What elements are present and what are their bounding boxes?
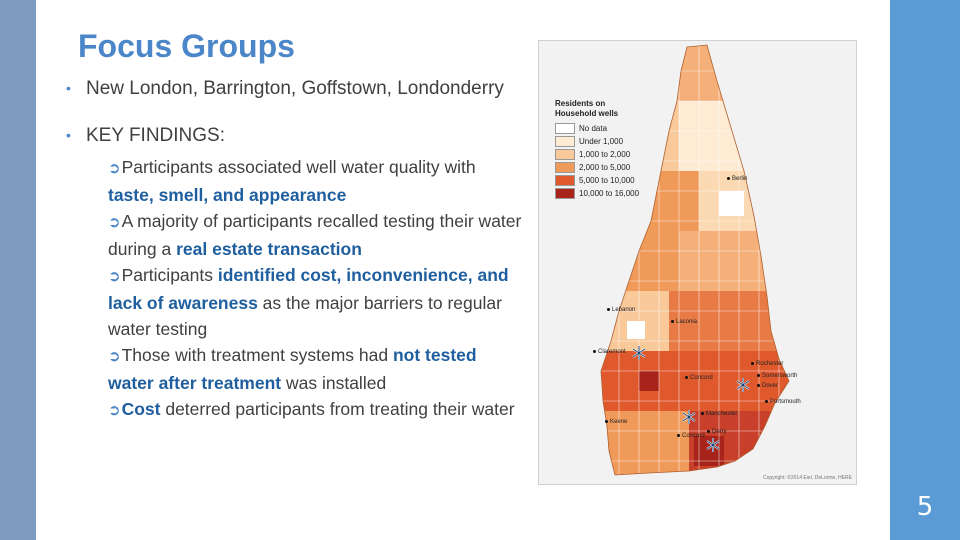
town-label: Derry <box>707 429 727 435</box>
legend-entry: 1,000 to 2,000 <box>555 148 639 161</box>
arrow-bullet-icon: ➲ <box>108 268 121 285</box>
finding-highlight: taste, smell, and appearance <box>108 185 347 205</box>
finding-text: Participants associated well water quali… <box>121 157 476 177</box>
legend-swatch <box>555 123 575 134</box>
town-label: Laconia <box>671 319 697 325</box>
town-label: Keene <box>605 419 627 425</box>
focus-group-marker-icon <box>682 410 696 424</box>
map-legend: Residents on Household wells No data Unde… <box>555 99 639 200</box>
finding-text: Participants <box>121 265 218 285</box>
town-label: Rochester <box>751 361 783 367</box>
map-credit: Copyright: ©2014 Esri, DeLorme, HERE <box>763 475 852 481</box>
town-label: Berlin <box>727 176 747 182</box>
legend-label: 2,000 to 5,000 <box>579 163 631 172</box>
finding-item: ➲A majority of participants recalled tes… <box>108 208 526 262</box>
arrow-bullet-icon: ➲ <box>108 348 121 365</box>
town-label: Claremont <box>593 349 626 355</box>
legend-swatch <box>555 188 575 199</box>
left-accent-bar <box>0 0 36 540</box>
arrow-bullet-icon: ➲ <box>108 402 121 419</box>
finding-item: ➲Those with treatment systems had not te… <box>108 342 526 396</box>
finding-item: ➲Participants identified cost, inconveni… <box>108 262 526 342</box>
legend-swatch <box>555 175 575 186</box>
town-label: Concord <box>685 375 713 381</box>
finding-highlight: real estate transaction <box>176 239 362 259</box>
finding-text: deterred participants from treating thei… <box>160 399 515 419</box>
finding-text: was installed <box>281 373 387 393</box>
legend-swatch <box>555 149 575 160</box>
town-label: Concord <box>677 433 705 439</box>
legend-entry: 10,000 to 16,000 <box>555 187 639 200</box>
legend-label: 1,000 to 2,000 <box>579 150 631 159</box>
legend-label: 10,000 to 16,000 <box>579 189 640 198</box>
map-graphic <box>600 44 790 476</box>
legend-swatch <box>555 162 575 173</box>
finding-item: ➲Cost deterred participants from treatin… <box>108 396 526 424</box>
right-accent-bar <box>890 0 960 540</box>
town-label: Dover <box>757 383 778 389</box>
finding-highlight: not tested water after treatment <box>108 345 477 393</box>
finding-highlight: identified cost, inconvenience, and lack… <box>108 265 509 313</box>
focus-group-marker-icon <box>736 378 750 392</box>
legend-swatch <box>555 136 575 147</box>
page-number: 5 <box>916 492 934 522</box>
towns-text: New London, Barrington, Goffstown, Londo… <box>86 78 504 99</box>
legend-entry: Under 1,000 <box>555 135 639 148</box>
arrow-bullet-icon: ➲ <box>108 160 121 177</box>
finding-highlight: Cost <box>121 399 161 419</box>
key-findings-text: KEY FINDINGS: <box>86 125 226 146</box>
legend-entry: No data <box>555 122 639 135</box>
bullet-list: • New London, Barrington, Goffstown, Lon… <box>66 74 526 424</box>
focus-group-marker-icon <box>706 438 720 452</box>
legend-entry: 2,000 to 5,000 <box>555 161 639 174</box>
legend-label: Under 1,000 <box>579 137 624 146</box>
bullet-key-findings: • KEY FINDINGS: <box>66 121 526 150</box>
legend-label: 5,000 to 10,000 <box>579 176 635 185</box>
bullet-dot-icon: • <box>66 127 71 143</box>
nh-well-map: Residents on Household wells No data Unde… <box>538 40 857 485</box>
slide-title: Focus Groups <box>78 28 295 64</box>
arrow-bullet-icon: ➲ <box>108 214 121 231</box>
finding-item: ➲Participants associated well water qual… <box>108 154 526 208</box>
legend-entry: 5,000 to 10,000 <box>555 174 639 187</box>
legend-label: No data <box>579 124 608 133</box>
town-label: Portsmouth <box>765 399 801 405</box>
finding-text: as the major barriers to regular water t… <box>108 293 502 339</box>
legend-title: Residents on Household wells <box>555 99 619 118</box>
bullet-towns: • New London, Barrington, Goffstown, Lon… <box>66 74 526 103</box>
town-label: Somersworth <box>757 373 797 379</box>
focus-group-marker-icon <box>632 346 646 360</box>
bullet-dot-icon: • <box>66 80 71 96</box>
town-label: Lebanon <box>607 307 635 313</box>
finding-text: A majority of participants recalled test… <box>108 211 522 259</box>
finding-text: Those with treatment systems had <box>121 345 393 365</box>
town-label: Manchester <box>701 411 737 417</box>
